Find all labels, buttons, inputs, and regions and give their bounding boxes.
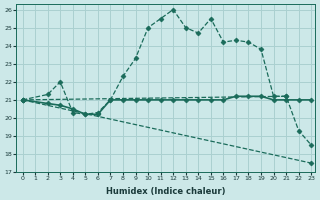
X-axis label: Humidex (Indice chaleur): Humidex (Indice chaleur) xyxy=(106,187,225,196)
